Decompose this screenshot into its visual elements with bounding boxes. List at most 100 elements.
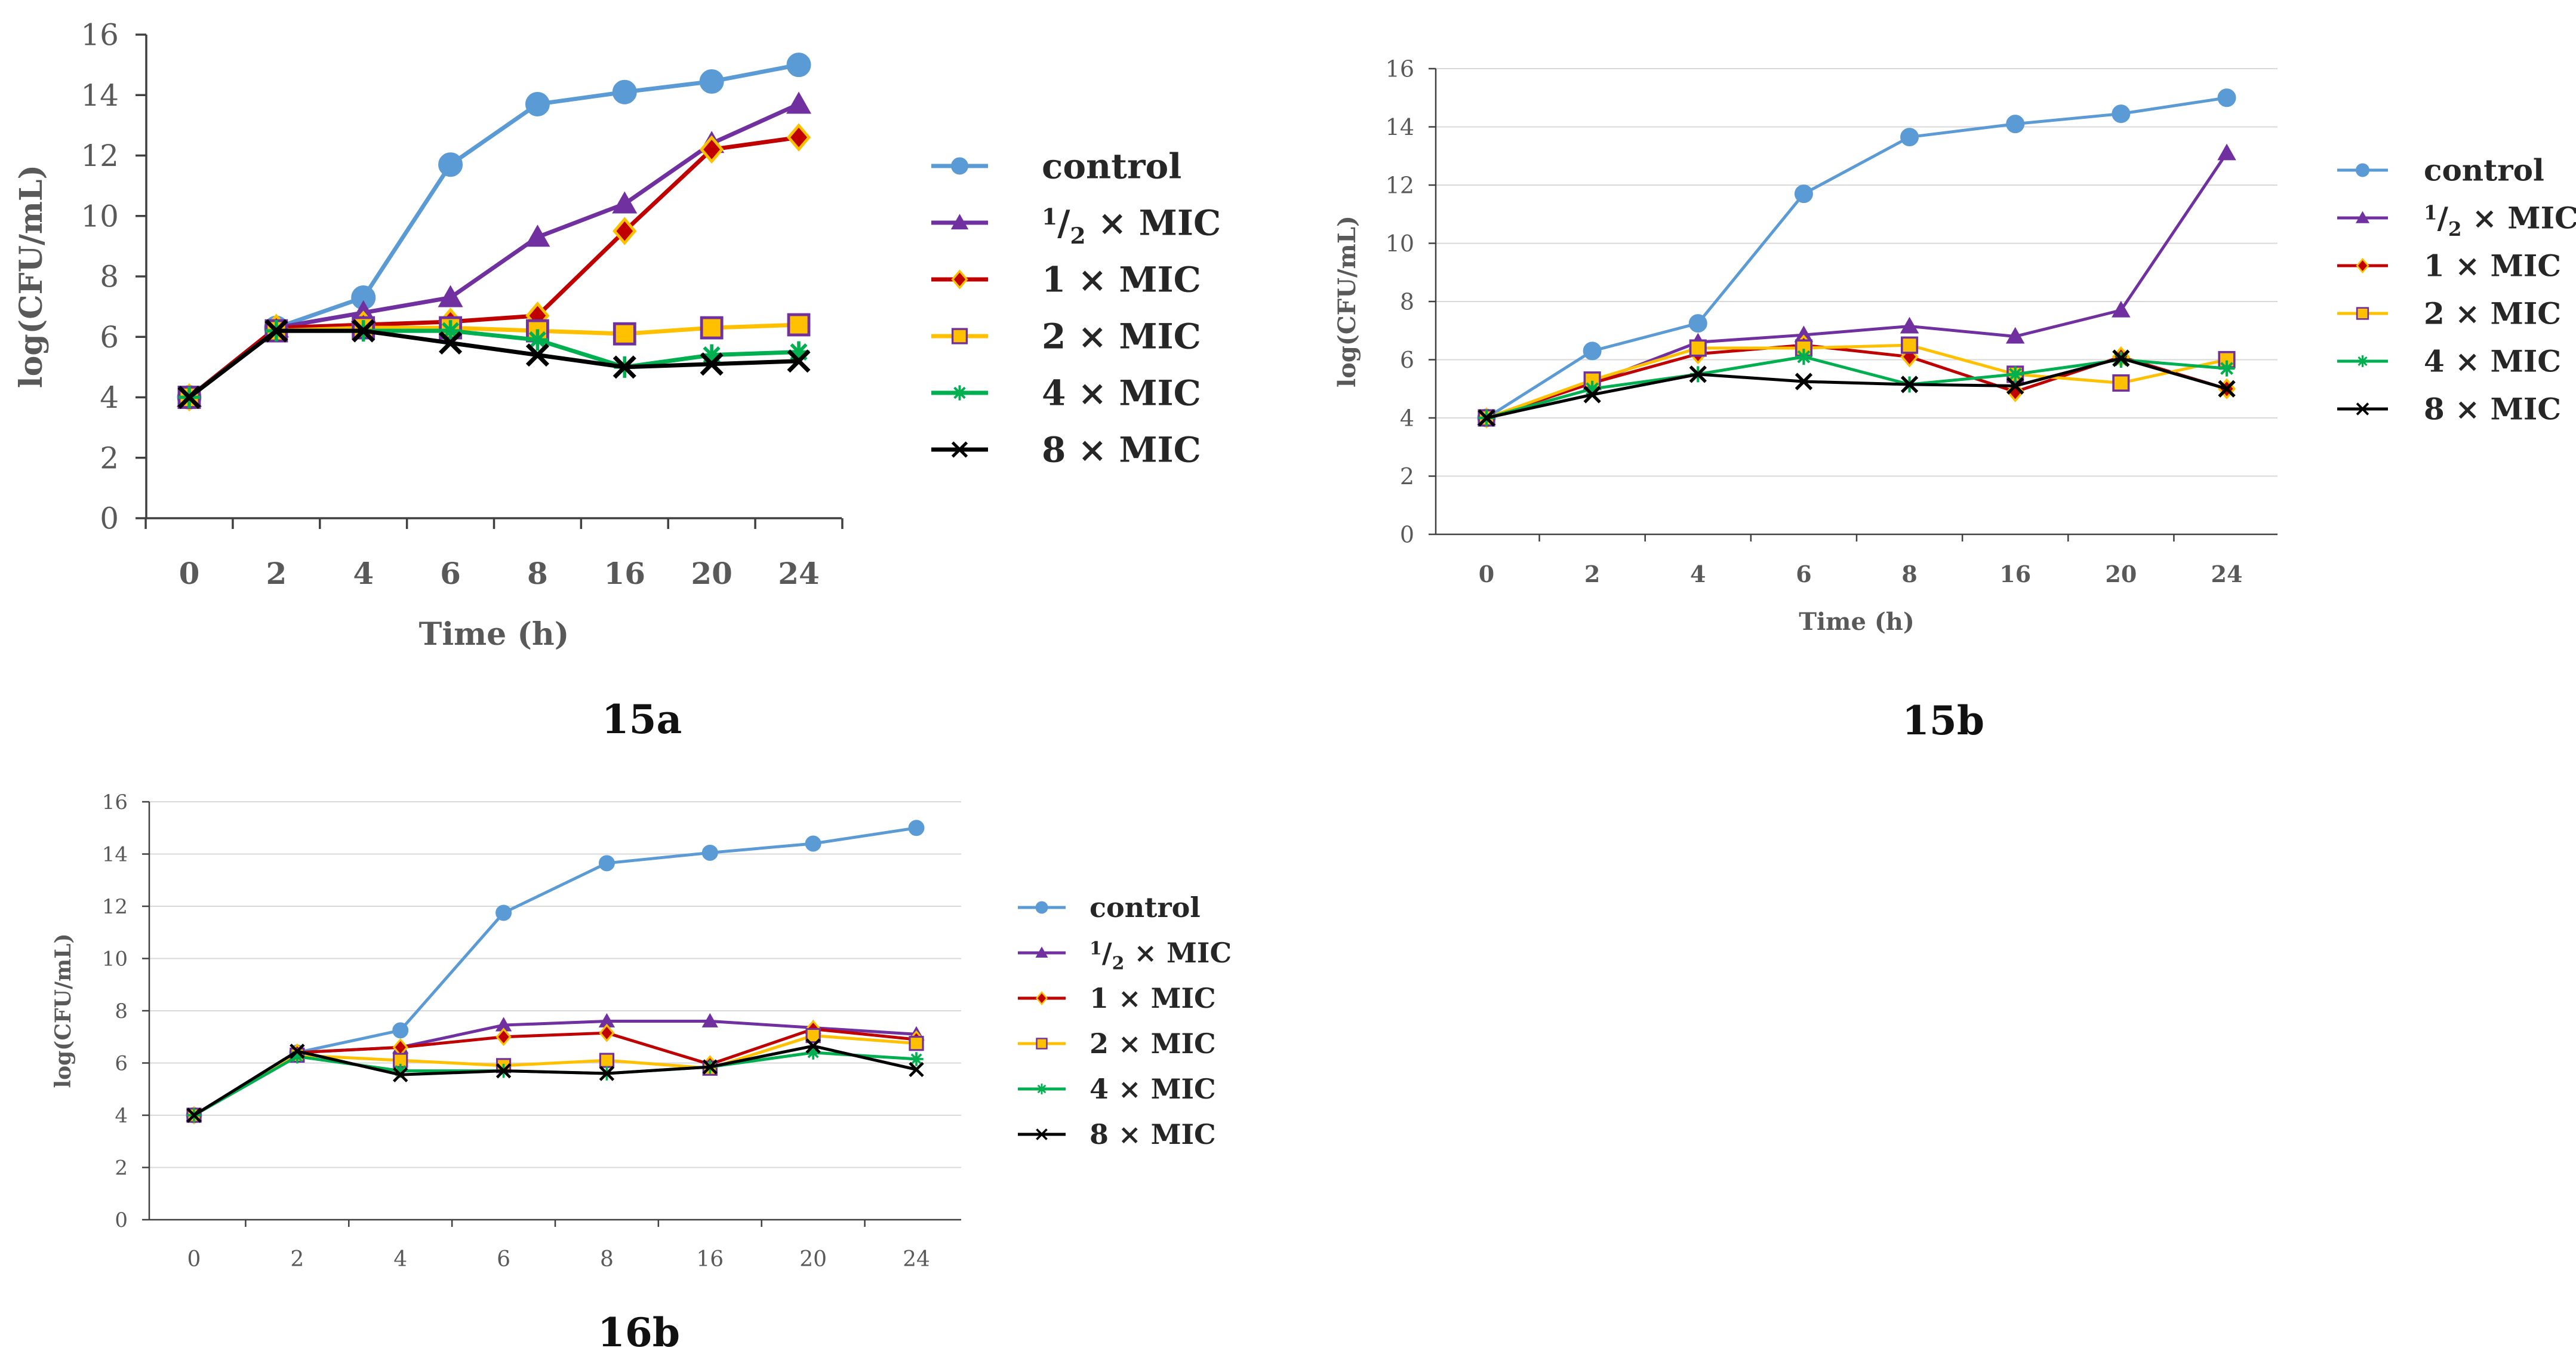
legend-label-numerator: 1 (1090, 938, 1102, 959)
y-tick-label: 4 (100, 380, 119, 415)
legend-label-numerator: 1 (1042, 204, 1057, 230)
data-point (701, 844, 718, 861)
data-point (806, 1045, 820, 1060)
data-point (1794, 184, 1813, 204)
y-tick-label: 14 (102, 842, 128, 866)
data-point (1794, 325, 1814, 343)
series-line (1485, 96, 2227, 420)
data-point (393, 1063, 408, 1078)
legend-label-0: control (1042, 146, 1181, 186)
legend-label-denominator: 2 (2448, 217, 2462, 241)
x-tick-label: 24 (778, 556, 820, 591)
x-tick-label: 4 (393, 1247, 407, 1272)
legend-marker (951, 441, 968, 458)
series-4 (187, 1045, 924, 1122)
data-point (2217, 88, 2236, 107)
data-point (598, 1013, 615, 1027)
series-5 (1478, 349, 2236, 427)
x-tick-label: 6 (1796, 561, 1811, 587)
data-point (527, 329, 549, 351)
series-line (193, 1027, 917, 1117)
x-tick-label: 20 (691, 556, 733, 591)
legend-label-0: control (2424, 153, 2544, 188)
x-tick-label: 24 (2211, 561, 2243, 587)
data-point (525, 343, 549, 367)
data-point (1900, 128, 1919, 147)
series-5 (177, 319, 811, 410)
data-point (1901, 336, 1919, 354)
data-point (2217, 143, 2236, 161)
data-point (1583, 341, 1602, 361)
legend-label-1: 1/2 × MIC (2424, 201, 2576, 241)
x-axis-title: Time (h) (419, 616, 570, 653)
data-point (701, 344, 723, 366)
data-point (1478, 409, 1495, 427)
y-tick-label: 0 (100, 501, 119, 536)
data-point (392, 1022, 409, 1039)
legend-marker (2356, 355, 2369, 367)
x-tick-label: 20 (2105, 561, 2137, 587)
data-point (2112, 104, 2131, 124)
y-tick-label: 16 (1386, 56, 1414, 82)
x-tick-label: 16 (1999, 561, 2031, 587)
data-point (2218, 380, 2236, 398)
legend-marker (2356, 257, 2369, 274)
y-tick-label: 8 (115, 999, 128, 1023)
data-point (909, 1036, 924, 1051)
legend-label-5: 8 × MIC (1090, 1118, 1216, 1150)
y-tick-label: 16 (81, 18, 119, 53)
legend-marker (2355, 211, 2370, 223)
y-axis-title: log(CFU/mL) (13, 165, 50, 388)
x-tick-label: 0 (187, 1247, 201, 1272)
data-point (788, 341, 810, 363)
y-tick-label: 12 (1386, 172, 1414, 198)
data-point (805, 1027, 821, 1044)
series-5 (186, 1038, 924, 1123)
series-line (1486, 356, 2227, 420)
legend-label-4: 4 × MIC (2424, 344, 2561, 379)
legend-label-slash: / (1057, 202, 1070, 243)
legend-label-0: control (1090, 891, 1201, 924)
data-point (787, 313, 811, 337)
legend-marker (952, 385, 968, 401)
legend-marker (1036, 1038, 1048, 1050)
x-tick-label: 0 (179, 556, 200, 591)
data-point (495, 1017, 512, 1032)
x-tick-label: 8 (600, 1247, 614, 1272)
data-point (439, 331, 463, 355)
data-point (599, 1066, 615, 1081)
data-point (1583, 386, 1601, 404)
legend-label-rest: × MIC (1124, 937, 1232, 969)
data-point (613, 355, 636, 379)
data-point (438, 152, 463, 177)
data-point (805, 835, 821, 852)
series-0 (186, 820, 925, 1124)
data-point (525, 91, 550, 116)
x-tick-label: 6 (497, 1247, 510, 1272)
x-tick-label: 8 (1901, 561, 1917, 587)
y-tick-label: 8 (100, 260, 119, 294)
legend-marker (1035, 946, 1048, 958)
y-tick-label: 4 (1400, 405, 1414, 431)
data-point (2218, 360, 2235, 377)
legend-marker (1036, 1128, 1048, 1140)
y-tick-label: 16 (102, 790, 128, 814)
data-point (786, 91, 811, 114)
legend-marker (951, 157, 968, 175)
data-point (495, 904, 512, 921)
legend-label-rest: × MIC (1086, 202, 1221, 243)
x-tick-label: 6 (440, 556, 461, 591)
legend-label-5: 8 × MIC (2424, 392, 2561, 427)
data-point (495, 1063, 512, 1079)
legend-label-2: 1 × MIC (1042, 259, 1201, 300)
legend-marker (1035, 991, 1048, 1005)
legend-label-2: 1 × MIC (1090, 982, 1216, 1014)
legend-label-slash: / (2437, 201, 2449, 236)
x-tick-label: 4 (1690, 561, 1706, 587)
data-point (352, 319, 376, 343)
legend-label-rest: × MIC (2462, 201, 2576, 236)
data-point (393, 1067, 408, 1082)
y-tick-label: 14 (1386, 114, 1414, 140)
